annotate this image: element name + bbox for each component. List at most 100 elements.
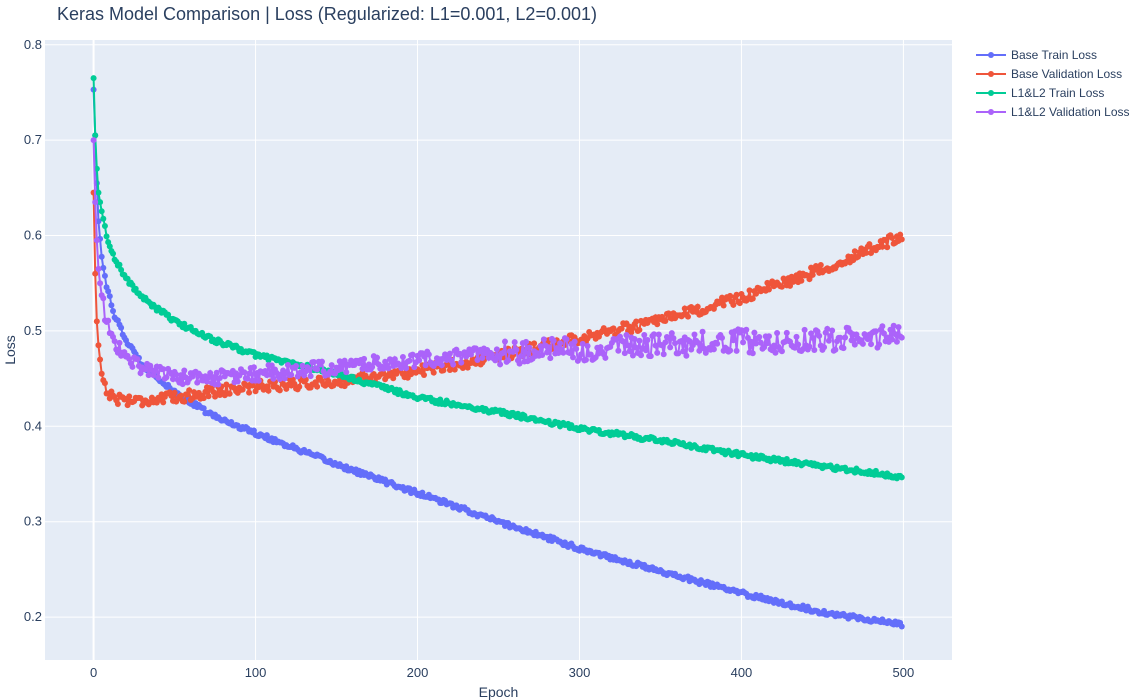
data-point [142,366,149,373]
legend-label: L1&L2 Validation Loss [1011,105,1130,119]
data-point [672,340,679,347]
data-point [137,395,144,402]
data-point [778,348,785,355]
data-point [416,357,423,364]
data-point [178,392,185,399]
data-point [866,241,873,248]
data-point [246,370,253,377]
data-point [171,389,178,396]
data-point [629,352,636,359]
data-point [440,367,447,374]
data-point [421,372,427,379]
data-point [892,331,899,338]
data-point [296,383,303,390]
legend-item[interactable]: L1&L2 Validation Loss [976,105,1130,119]
data-point [250,427,257,434]
data-point [597,344,604,351]
data-point [765,333,772,340]
data-point [647,353,654,360]
data-point [97,280,104,287]
data-point [539,351,546,358]
series-0 [90,86,905,630]
data-point [876,341,883,348]
data-point [683,352,690,359]
data-point [181,398,188,405]
data-point [889,234,896,241]
data-point [501,338,508,345]
data-point [563,336,570,343]
data-point [743,326,750,333]
data-point [369,363,376,370]
data-point [103,233,110,240]
data-point [879,323,886,330]
data-point [205,393,212,400]
data-point [116,261,123,268]
data-point [895,324,902,331]
legend-marker-icon [988,52,994,58]
data-point [636,337,643,344]
legend-item[interactable]: L1&L2 Train Loss [976,86,1104,100]
data-point [215,381,222,388]
data-point [425,351,432,358]
data-point [618,325,625,332]
data-point [765,286,772,293]
data-point [105,317,112,324]
x-tick-label: 300 [569,665,591,680]
legend-label: Base Train Loss [1011,48,1097,62]
data-point [114,401,121,408]
data-point [108,302,115,309]
y-tick-label: 0.4 [24,418,42,433]
data-point [421,353,427,360]
tick-labels: 0.2 0.3 0.4 0.5 0.6 0.7 0.8 0 100 200 300 400 500 [24,37,914,680]
legend-item[interactable]: Base Train Loss [976,48,1097,62]
data-point [95,189,102,196]
data-point [169,376,176,383]
data-point [806,343,813,350]
data-point [893,338,900,345]
data-point [90,137,97,144]
chart-title: Keras Model Comparison | Loss (Regulariz… [57,4,597,24]
data-point [411,364,418,371]
data-point [638,352,645,359]
data-point [730,301,737,308]
data-point [620,338,627,345]
data-point [263,432,270,439]
legend-item[interactable]: Base Validation Loss [976,67,1122,81]
data-point [118,324,125,331]
data-point [267,371,274,378]
data-point [116,339,123,346]
data-point [299,362,306,369]
data-point [821,344,828,351]
data-point [898,334,905,341]
data-point [550,337,557,344]
data-point [851,341,858,348]
data-point [445,361,452,368]
data-point [223,381,230,388]
data-point [111,338,118,345]
data-point [118,266,125,273]
data-point [241,369,248,376]
y-tick-label: 0.6 [24,228,42,243]
data-point [186,387,193,394]
data-point [686,338,693,345]
data-point [816,332,823,339]
data-point [97,199,104,206]
data-point [92,199,99,206]
data-point [644,337,651,344]
data-point [699,328,706,335]
data-point [751,329,758,336]
x-axis-label: Epoch [479,684,519,700]
data-point [95,342,102,349]
data-point [450,361,457,368]
data-point [216,375,223,382]
data-point [374,354,381,361]
data-point [566,350,573,357]
data-point [540,336,547,343]
data-point [474,356,481,363]
data-point [897,231,904,238]
data-point [811,346,818,353]
data-point [625,342,632,349]
data-point [178,372,185,379]
data-point [660,351,667,358]
data-point [390,375,397,382]
